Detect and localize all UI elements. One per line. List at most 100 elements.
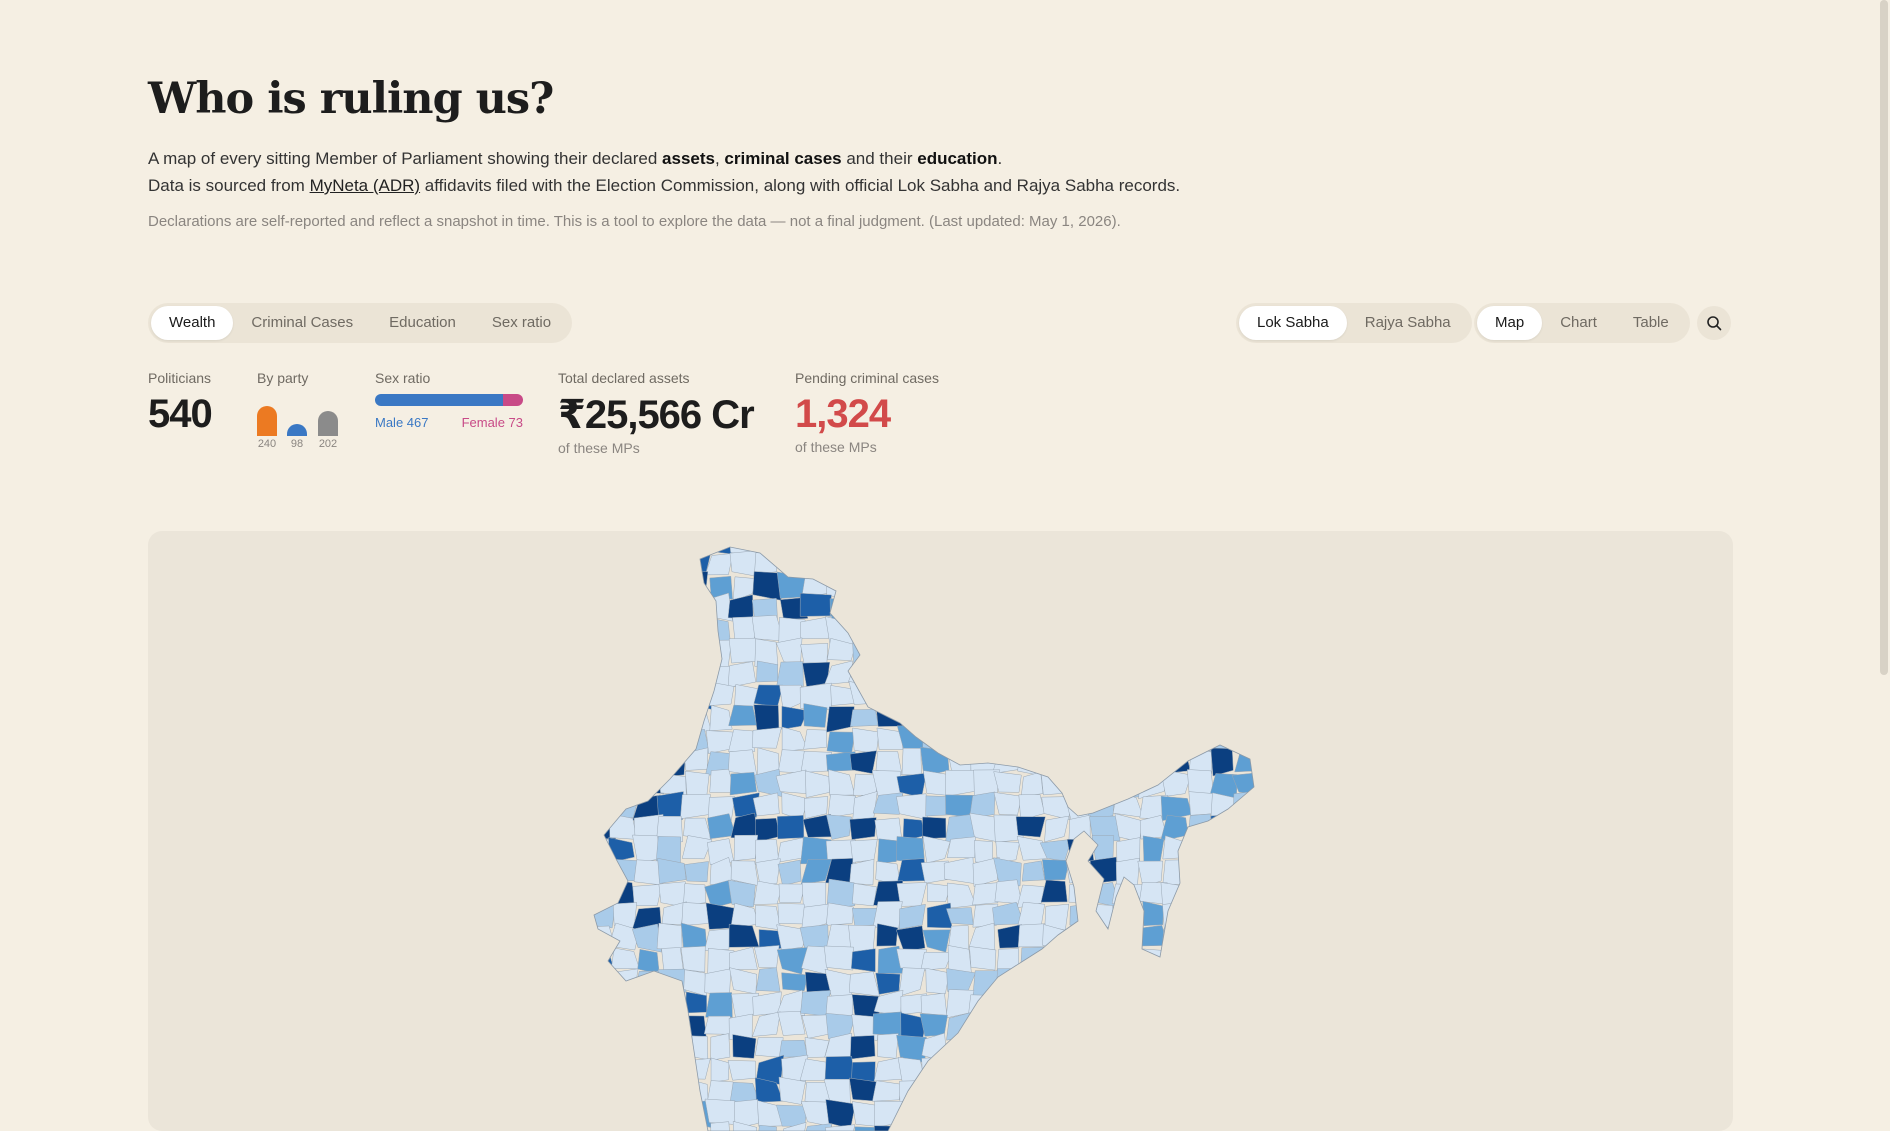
constituency-region[interactable]	[589, 1035, 616, 1061]
constituency-region[interactable]	[777, 815, 805, 840]
constituency-region[interactable]	[996, 636, 1021, 664]
constituency-region[interactable]	[1089, 1078, 1120, 1105]
constituency-region[interactable]	[1022, 532, 1046, 557]
constituency-region[interactable]	[826, 814, 852, 840]
constituency-region[interactable]	[732, 1034, 757, 1059]
constituency-region[interactable]	[948, 703, 976, 728]
constituency-region[interactable]	[872, 1080, 902, 1102]
constituency-region[interactable]	[752, 792, 780, 817]
constituency-region[interactable]	[1235, 617, 1261, 641]
constituency-region[interactable]	[659, 531, 686, 558]
constituency-region[interactable]	[754, 552, 778, 575]
constituency-region[interactable]	[1162, 989, 1191, 1019]
constituency-region[interactable]	[1114, 1032, 1139, 1060]
constituency-region[interactable]	[1042, 1058, 1072, 1083]
constituency-region[interactable]	[1258, 816, 1287, 839]
constituency-region[interactable]	[1257, 575, 1285, 598]
constituency-region[interactable]	[1015, 1102, 1043, 1129]
constituency-region[interactable]	[612, 1013, 637, 1041]
tab-wealth[interactable]: Wealth	[151, 306, 234, 340]
constituency-region[interactable]	[847, 616, 879, 644]
constituency-region[interactable]	[1016, 659, 1046, 688]
constituency-region[interactable]	[1183, 659, 1215, 684]
constituency-region[interactable]	[991, 531, 1021, 557]
constituency-region[interactable]	[1212, 879, 1240, 906]
constituency-region[interactable]	[871, 531, 903, 554]
constituency-region[interactable]	[660, 619, 688, 646]
constituency-region[interactable]	[948, 1038, 975, 1061]
constituency-region[interactable]	[1043, 639, 1071, 667]
constituency-region[interactable]	[1136, 617, 1164, 644]
constituency-region[interactable]	[969, 791, 996, 819]
constituency-region[interactable]	[1165, 551, 1192, 577]
constituency-region[interactable]	[1233, 531, 1262, 555]
constituency-region[interactable]	[1087, 706, 1120, 730]
constituency-region[interactable]	[1018, 618, 1043, 645]
constituency-region[interactable]	[925, 967, 950, 995]
constituency-region[interactable]	[1260, 990, 1288, 1017]
constituency-region[interactable]	[1262, 925, 1283, 951]
constituency-region[interactable]	[1184, 860, 1213, 882]
constituency-region[interactable]	[588, 1099, 616, 1127]
constituency-region[interactable]	[872, 614, 903, 644]
constituency-region[interactable]	[1163, 595, 1190, 622]
constituency-region[interactable]	[1139, 1121, 1168, 1131]
constituency-region[interactable]	[756, 660, 778, 683]
constituency-region[interactable]	[632, 644, 662, 665]
constituency-region[interactable]	[1259, 684, 1284, 707]
constituency-region[interactable]	[1041, 663, 1073, 684]
constituency-region[interactable]	[610, 968, 639, 996]
constituency-region[interactable]	[1161, 683, 1192, 709]
constituency-region[interactable]	[972, 903, 999, 928]
constituency-region[interactable]	[656, 1123, 686, 1131]
constituency-region[interactable]	[1064, 706, 1094, 730]
constituency-region[interactable]	[1112, 1057, 1143, 1079]
constituency-region[interactable]	[1040, 946, 1069, 973]
constituency-region[interactable]	[1234, 990, 1261, 1018]
constituency-region[interactable]	[827, 793, 856, 818]
constituency-region[interactable]	[1042, 703, 1070, 731]
constituency-region[interactable]	[588, 859, 615, 883]
constituency-region[interactable]	[877, 838, 900, 864]
constituency-region[interactable]	[1258, 616, 1287, 645]
constituency-region[interactable]	[634, 726, 664, 756]
constituency-region[interactable]	[971, 703, 998, 732]
constituency-region[interactable]	[1089, 636, 1117, 668]
constituency-region[interactable]	[1112, 772, 1142, 798]
constituency-region[interactable]	[584, 794, 616, 815]
constituency-region[interactable]	[611, 1059, 639, 1085]
constituency-region[interactable]	[1043, 1011, 1072, 1039]
constituency-region[interactable]	[897, 551, 927, 578]
constituency-region[interactable]	[1208, 1103, 1236, 1124]
constituency-region[interactable]	[920, 531, 946, 555]
constituency-region[interactable]	[876, 593, 900, 622]
constituency-region[interactable]	[753, 880, 783, 905]
constituency-region[interactable]	[1187, 968, 1215, 992]
constituency-region[interactable]	[686, 598, 711, 620]
constituency-region[interactable]	[850, 709, 879, 727]
constituency-region[interactable]	[1161, 615, 1190, 646]
constituency-region[interactable]	[973, 1012, 995, 1039]
constituency-region[interactable]	[584, 838, 611, 861]
constituency-region[interactable]	[1088, 926, 1119, 953]
constituency-region[interactable]	[584, 724, 615, 749]
constituency-region[interactable]	[1190, 1099, 1212, 1125]
constituency-region[interactable]	[781, 705, 809, 730]
constituency-region[interactable]	[1090, 1014, 1114, 1040]
constituency-region[interactable]	[1259, 1123, 1281, 1131]
constituency-region[interactable]	[1017, 637, 1048, 661]
constituency-region[interactable]	[776, 947, 808, 975]
constituency-region[interactable]	[586, 1122, 613, 1131]
constituency-region[interactable]	[874, 1101, 904, 1128]
constituency-region[interactable]	[754, 945, 780, 969]
constituency-region[interactable]	[971, 662, 999, 684]
constituency-region[interactable]	[609, 880, 636, 906]
constituency-region[interactable]	[703, 1015, 731, 1035]
constituency-region[interactable]	[943, 682, 974, 705]
constituency-region[interactable]	[656, 1011, 688, 1039]
constituency-region[interactable]	[947, 882, 977, 909]
constituency-region[interactable]	[1164, 948, 1191, 972]
constituency-region[interactable]	[849, 750, 877, 774]
constituency-region[interactable]	[1262, 598, 1286, 618]
constituency-region[interactable]	[682, 616, 711, 639]
